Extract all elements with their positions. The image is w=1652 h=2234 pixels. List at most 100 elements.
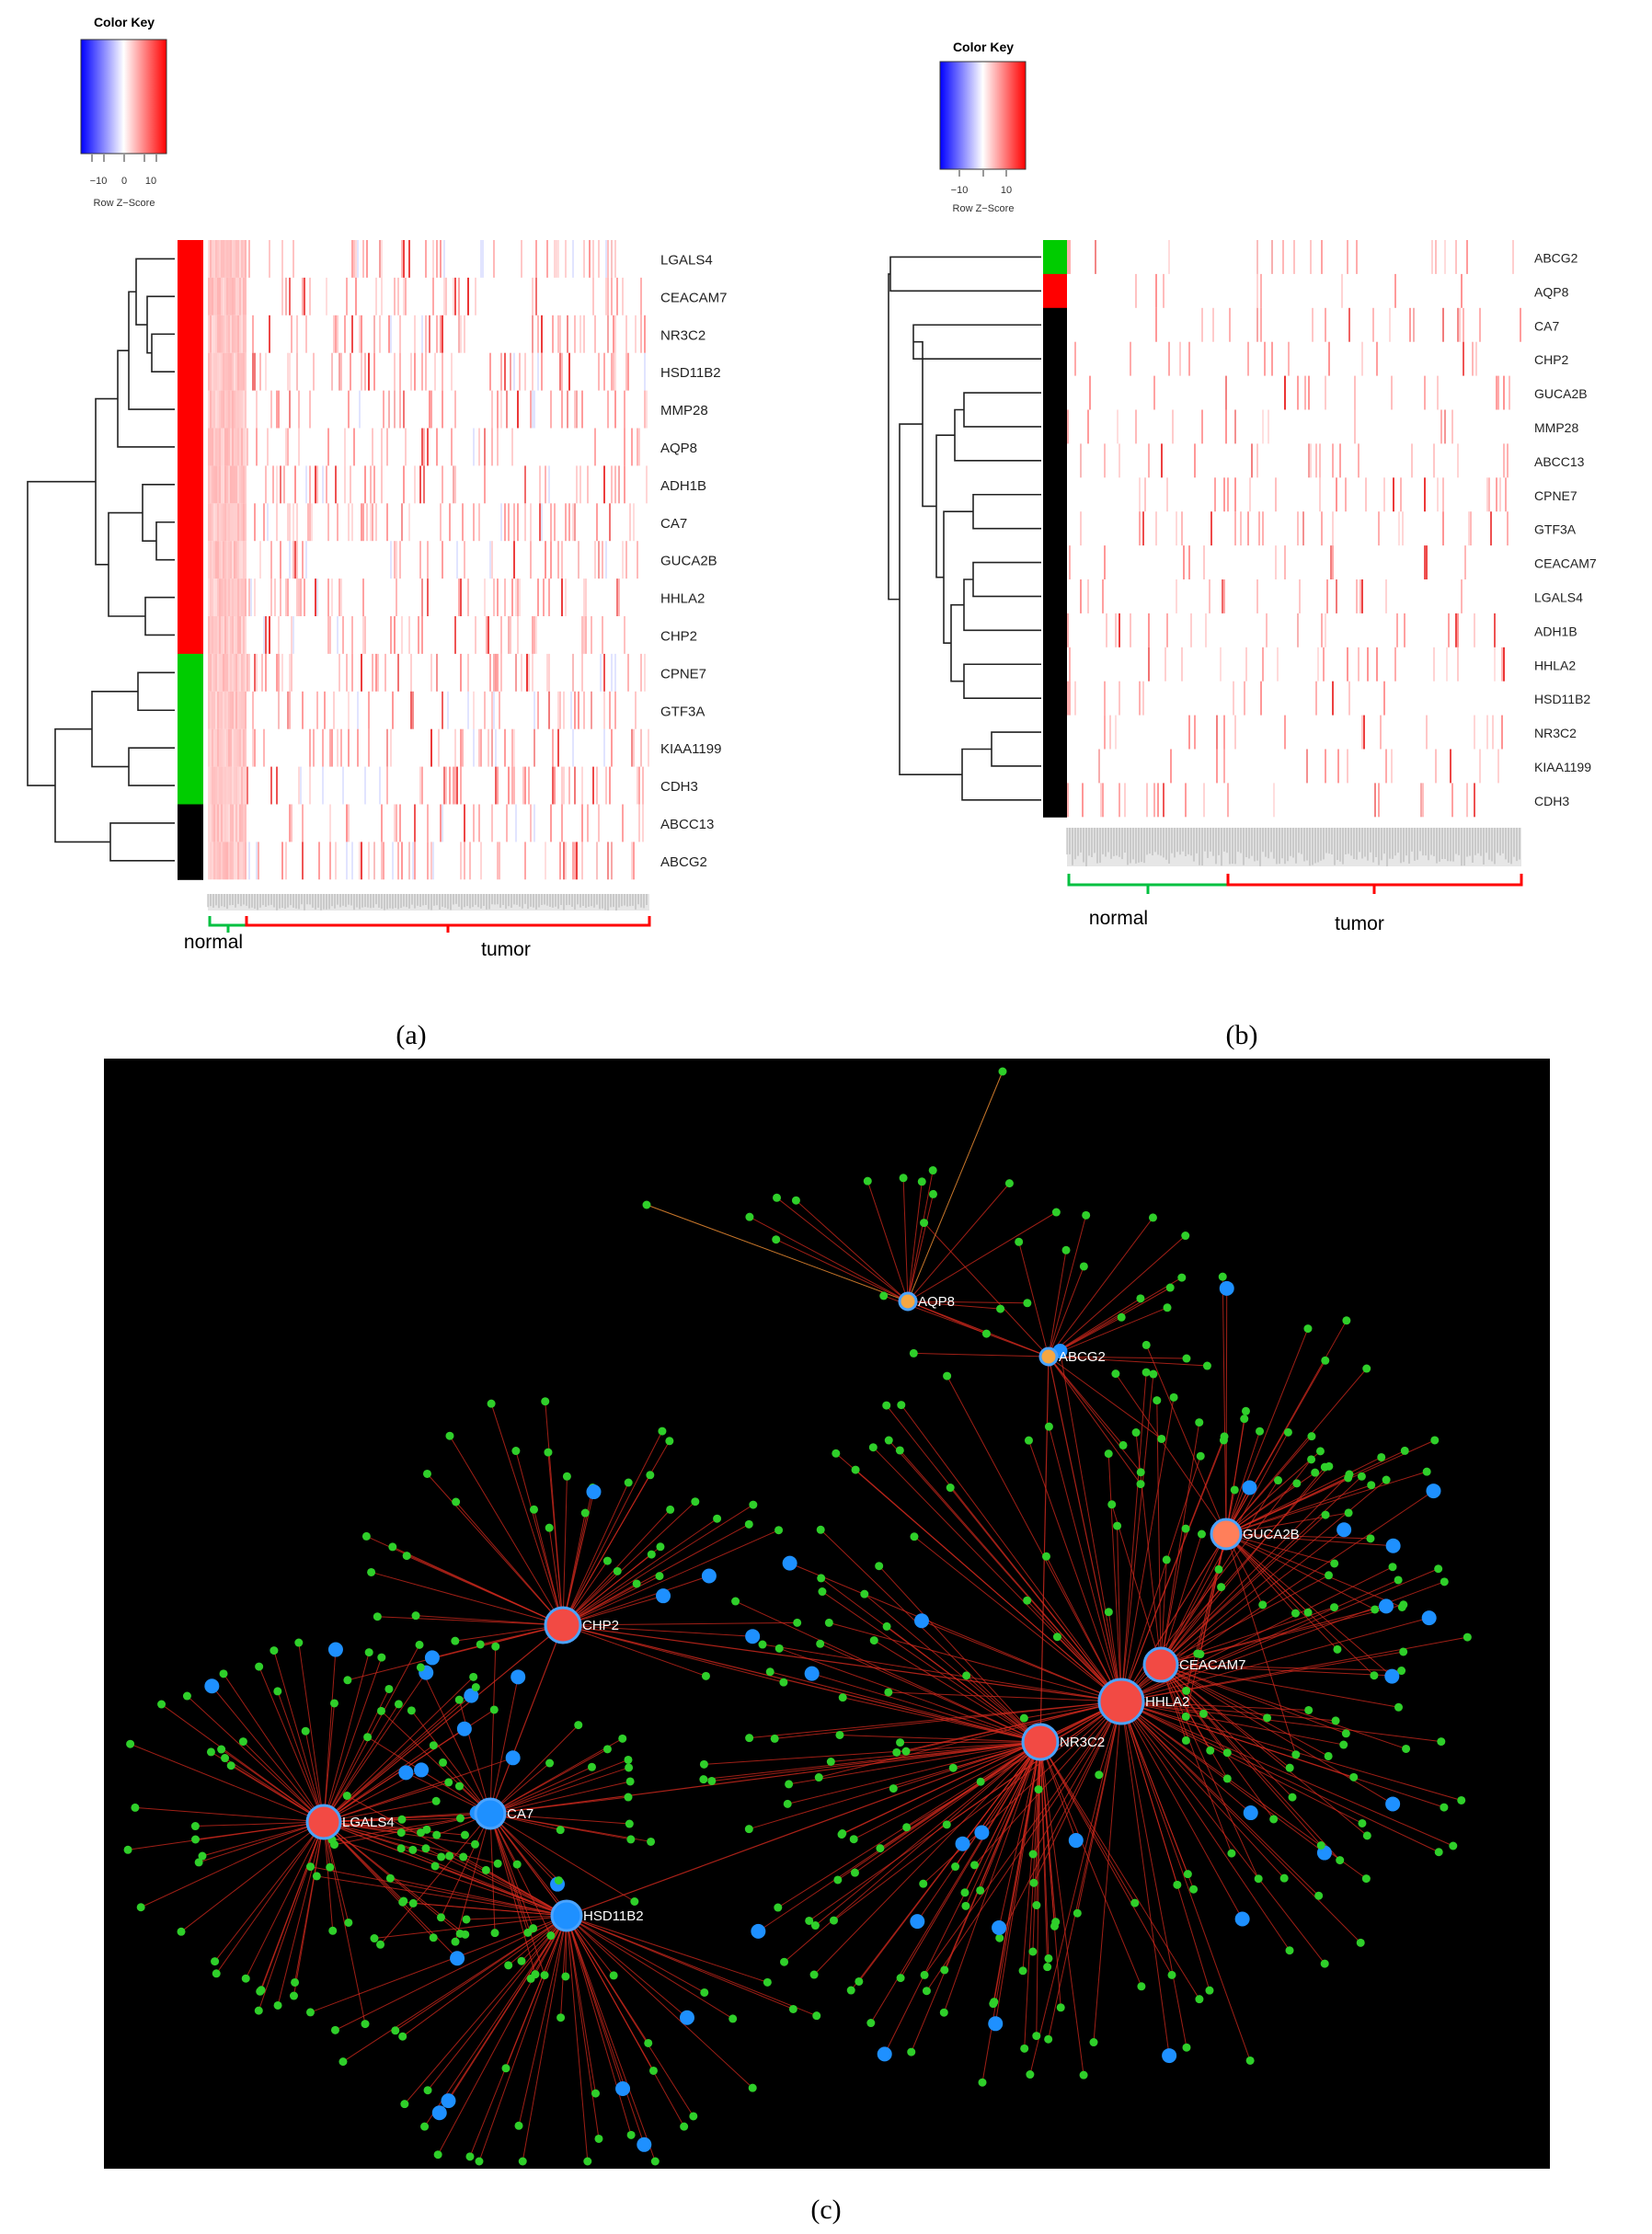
gene-label: CHP2 (1534, 352, 1569, 367)
heatmap-cell (213, 616, 215, 654)
network-node-green (817, 1574, 826, 1583)
heatmap-cell (234, 240, 235, 278)
network-edge (381, 1710, 491, 1815)
heatmap-cell (559, 352, 561, 391)
heatmap-cell (403, 277, 405, 315)
heatmap-cell (223, 616, 224, 654)
heatmap-cell (361, 503, 362, 542)
network-node-green (1344, 1508, 1353, 1518)
network-node-green (646, 1471, 655, 1480)
network-edge (1120, 1701, 1462, 1801)
network-node-green (445, 1431, 454, 1440)
heatmap-cell (453, 766, 454, 805)
heatmap-cell (355, 277, 357, 315)
heatmap-cell (541, 352, 543, 391)
network-node-green (624, 1793, 633, 1802)
network-node-green (749, 1500, 758, 1509)
network-edge (886, 1404, 1122, 1702)
heatmap-cell (388, 315, 390, 353)
network-node-green (838, 1693, 847, 1702)
heatmap-cell (219, 277, 221, 315)
heatmap-cell (226, 579, 228, 616)
heatmap-cell (234, 541, 235, 579)
heatmap-cell (464, 804, 465, 842)
network-node-green (1274, 1476, 1283, 1485)
heatmap-cell (640, 277, 642, 315)
dendrogram-branch (991, 731, 1041, 767)
heatmap-cell (213, 465, 215, 504)
heatmap-cell (237, 766, 239, 805)
network-node-green (123, 1845, 132, 1854)
heatmap-cell (239, 766, 241, 805)
color-key-tick: 10 (145, 176, 156, 187)
network-node-green (489, 1705, 499, 1714)
heatmap-cell (1455, 240, 1457, 274)
network-node-green (810, 1921, 820, 1930)
heatmap-cell (228, 277, 230, 315)
network-node-green (745, 1734, 754, 1743)
heatmap-cell (357, 728, 359, 767)
heatmap-cell (491, 804, 493, 842)
network-edge (899, 1449, 1122, 1702)
network-node-green (439, 1758, 448, 1767)
heatmap-cell (478, 428, 480, 466)
network-node-green (632, 1579, 641, 1588)
network-edge (489, 1813, 545, 1976)
network-edge (998, 1741, 1041, 1929)
heatmap-cell (375, 653, 377, 692)
heatmap-cell (309, 465, 311, 504)
heatmap-cell (1067, 783, 1069, 818)
heatmap-cell (383, 390, 384, 429)
network-edge (402, 1915, 568, 2037)
network-node-green (835, 1730, 844, 1739)
network-hub-node (1142, 1646, 1179, 1683)
heatmap-cell (234, 315, 235, 353)
row-group-cell (178, 728, 203, 768)
heatmap-cell (346, 653, 348, 692)
network-edge (566, 1915, 817, 2017)
network-node-blue (804, 1666, 820, 1681)
network-node-green (1371, 1605, 1380, 1614)
network-node-green (1117, 1312, 1126, 1322)
heatmap-cell (397, 653, 399, 692)
heatmap-cell (1139, 477, 1141, 512)
heatmap-cell (379, 240, 381, 278)
heatmap-cell (443, 240, 445, 278)
heatmap-cell (578, 691, 579, 729)
heatmap-cell (532, 616, 533, 654)
network-node-green (1148, 1213, 1157, 1222)
heatmap-cell (572, 240, 574, 278)
heatmap-cell (1312, 307, 1314, 342)
network-node-green (241, 1974, 250, 1983)
network-node-green (745, 1212, 754, 1221)
network-node-green (330, 2025, 339, 2034)
heatmap-cell (208, 352, 210, 391)
network-node-blue (327, 1642, 343, 1657)
heatmap-cell (348, 691, 350, 729)
heatmap-cell (1297, 511, 1299, 546)
heatmap-cell (373, 315, 375, 353)
heatmap-cell (1161, 443, 1163, 478)
network-edge (298, 1642, 325, 1823)
heatmap-cell (497, 428, 499, 466)
network-edge (323, 1687, 476, 1823)
heatmap-cell (234, 390, 235, 429)
network-node-green (1357, 1472, 1366, 1481)
heatmap-cell (1102, 579, 1104, 613)
heatmap-cell (1354, 375, 1356, 410)
heatmap-cell (1260, 307, 1262, 342)
network-node-green (562, 1472, 571, 1481)
heatmap-cell (296, 579, 298, 616)
heatmap-cell (1181, 511, 1183, 546)
heatmap-cell (405, 277, 407, 315)
heatmap-cell (223, 691, 224, 729)
heatmap-cell (1260, 681, 1262, 716)
heatmap-cell (581, 766, 583, 805)
network-edge (449, 1435, 564, 1626)
color-key-tick: −10 (951, 185, 969, 196)
network-edge (1120, 1701, 1325, 1853)
network-node-green (177, 1927, 186, 1936)
heatmap-cell (408, 616, 410, 654)
heatmap-cell (223, 428, 224, 466)
heatmap-cell (228, 579, 230, 616)
